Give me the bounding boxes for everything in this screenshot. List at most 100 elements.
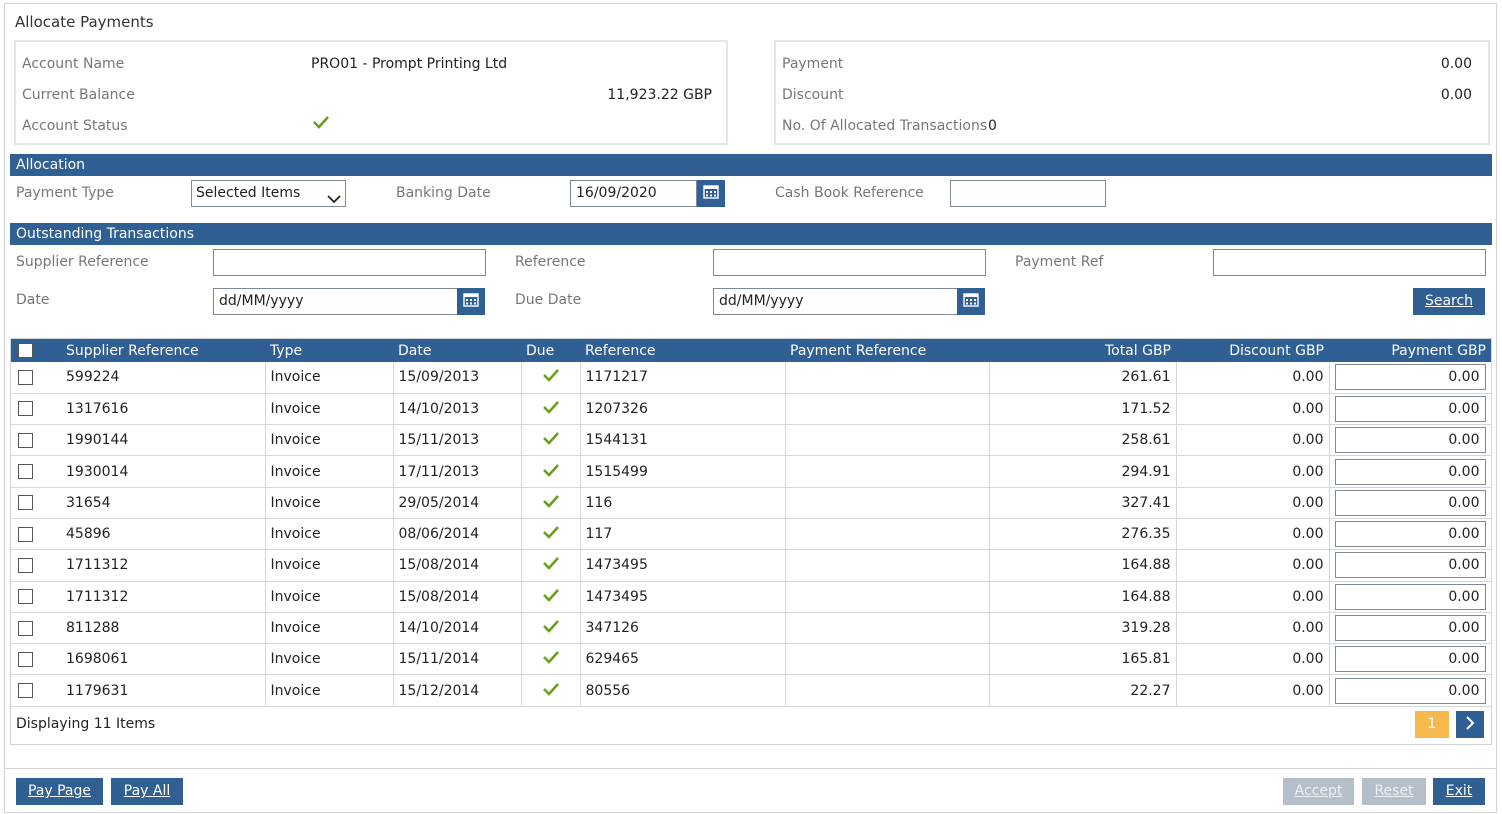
pay-page-button[interactable]: Pay Page xyxy=(16,778,103,805)
supplier-reference-input[interactable] xyxy=(213,249,486,276)
col-discount-gbp[interactable]: Discount GBP xyxy=(1176,339,1329,362)
table-row[interactable]: 1711312 Invoice 15/08/2014 1473495 164.88 0.0… xyxy=(11,581,1492,613)
select-all-checkbox[interactable] xyxy=(18,343,33,358)
col-date[interactable]: Date xyxy=(393,339,521,362)
row-checkbox[interactable] xyxy=(18,526,33,542)
cell-due xyxy=(521,612,581,645)
table-row[interactable]: 45896 Invoice 08/06/2014 117 276.35 0.00 0.00 xyxy=(11,518,1492,551)
reference-label: Reference xyxy=(515,254,586,270)
cell-discount-gbp: 0.00 xyxy=(1176,518,1330,551)
cell-type: Invoice xyxy=(265,393,394,426)
chevron-right-icon xyxy=(1465,715,1475,734)
row-checkbox[interactable] xyxy=(18,401,33,417)
search-button[interactable]: Search xyxy=(1413,288,1485,315)
cell-type: Invoice xyxy=(265,581,394,613)
cell-payment-gbp: 0.00 xyxy=(1329,518,1492,551)
col-total-gbp[interactable]: Total GBP xyxy=(989,339,1176,362)
cell-date: 29/05/2014 xyxy=(393,487,522,519)
col-supplier-reference[interactable]: Supplier Reference xyxy=(61,339,265,362)
col-due[interactable]: Due xyxy=(521,339,580,362)
cell-supplier-reference: 1990144 xyxy=(61,424,266,457)
transactions-grid: Supplier Reference Type Date Due Referen… xyxy=(10,338,1492,745)
payment-gbp-input[interactable]: 0.00 xyxy=(1334,583,1486,610)
payment-gbp-input[interactable]: 0.00 xyxy=(1334,615,1486,642)
cell-payment-reference xyxy=(785,612,990,645)
reference-input[interactable] xyxy=(713,249,986,276)
banking-date-input[interactable]: 16/09/2020 xyxy=(570,180,697,207)
payment-type-value: Selected Items xyxy=(196,185,301,201)
cell-total-gbp: 261.61 xyxy=(989,362,1177,394)
date-calendar-button[interactable] xyxy=(457,288,485,315)
cash-book-reference-input[interactable] xyxy=(950,180,1106,207)
payment-gbp-input[interactable]: 0.00 xyxy=(1334,427,1486,454)
table-row[interactable]: 1930014 Invoice 17/11/2013 1515499 294.91 0.0… xyxy=(11,455,1492,488)
exit-button[interactable]: Exit xyxy=(1433,778,1485,805)
cell-supplier-reference: 1317616 xyxy=(61,393,266,426)
cell-total-gbp: 258.61 xyxy=(989,424,1177,457)
row-checkbox[interactable] xyxy=(18,651,33,667)
payment-gbp-input[interactable]: 0.00 xyxy=(1334,677,1486,704)
pay-all-button[interactable]: Pay All xyxy=(111,778,183,805)
col-reference[interactable]: Reference xyxy=(580,339,785,362)
table-row[interactable]: 811288 Invoice 14/10/2014 347126 319.28 0.00 0… xyxy=(11,612,1492,645)
cell-due xyxy=(521,362,581,394)
col-payment-gbp[interactable]: Payment GBP xyxy=(1329,339,1491,362)
cell-date: 15/09/2013 xyxy=(393,362,522,394)
payment-gbp-input[interactable]: 0.00 xyxy=(1334,646,1486,673)
table-row[interactable]: 1990144 Invoice 15/11/2013 1544131 258.61 0.0… xyxy=(11,424,1492,457)
cell-total-gbp: 164.88 xyxy=(989,581,1177,613)
cell-supplier-reference: 1711312 xyxy=(61,581,266,613)
cell-date: 15/11/2014 xyxy=(393,643,522,676)
payment-gbp-input[interactable]: 0.00 xyxy=(1334,395,1486,422)
cell-payment-gbp: 0.00 xyxy=(1329,674,1492,707)
pager-page-current[interactable]: 1 xyxy=(1415,711,1449,738)
col-type[interactable]: Type xyxy=(265,339,393,362)
table-row[interactable]: 31654 Invoice 29/05/2014 116 327.41 0.00 0.00 xyxy=(11,487,1492,519)
payment-ref-input[interactable] xyxy=(1213,249,1486,276)
row-select-cell xyxy=(11,549,61,582)
payment-gbp-input[interactable]: 0.00 xyxy=(1334,364,1486,391)
row-checkbox[interactable] xyxy=(18,589,33,605)
account-name-label: Account Name xyxy=(22,56,125,72)
row-checkbox[interactable] xyxy=(18,369,33,385)
table-row[interactable]: 599224 Invoice 15/09/2013 1171217 261.61 0.00… xyxy=(11,362,1492,394)
table-row[interactable]: 1698061 Invoice 15/11/2014 629465 165.81 0.00… xyxy=(11,643,1492,676)
payment-gbp-input[interactable]: 0.00 xyxy=(1334,552,1486,579)
table-row[interactable]: 1317616 Invoice 14/10/2013 1207326 171.52 0.0… xyxy=(11,393,1492,426)
reset-button[interactable]: Reset xyxy=(1362,778,1426,805)
row-checkbox[interactable] xyxy=(18,495,33,511)
calendar-icon xyxy=(463,292,479,311)
due-date-calendar-button[interactable] xyxy=(957,288,985,315)
cell-due xyxy=(521,393,581,426)
cell-payment-reference xyxy=(785,674,990,707)
row-checkbox[interactable] xyxy=(18,620,33,636)
payment-gbp-input[interactable]: 0.00 xyxy=(1334,458,1486,485)
check-icon xyxy=(542,369,559,386)
payment-gbp-input[interactable]: 0.00 xyxy=(1334,489,1486,516)
date-input[interactable]: dd/MM/yyyy xyxy=(213,288,458,315)
check-icon xyxy=(542,588,559,606)
row-checkbox[interactable] xyxy=(18,683,33,699)
supplier-reference-label: Supplier Reference xyxy=(16,254,149,270)
payment-gbp-input[interactable]: 0.00 xyxy=(1334,521,1486,548)
table-row[interactable]: 1179631 Invoice 15/12/2014 80556 22.27 0.00 0.… xyxy=(11,674,1492,707)
pager-next-button[interactable] xyxy=(1456,711,1484,738)
row-checkbox[interactable] xyxy=(18,464,33,480)
cell-date: 14/10/2013 xyxy=(393,393,522,426)
cell-payment-reference xyxy=(785,643,990,676)
due-date-input[interactable]: dd/MM/yyyy xyxy=(713,288,958,315)
banking-date-calendar-button[interactable] xyxy=(697,180,725,207)
cell-payment-gbp: 0.00 xyxy=(1329,393,1492,426)
cell-discount-gbp: 0.00 xyxy=(1176,487,1330,519)
discount-value: 0.00 xyxy=(1440,87,1472,103)
table-row[interactable]: 1711312 Invoice 15/08/2014 1473495 164.88 0.0… xyxy=(11,549,1492,582)
row-checkbox[interactable] xyxy=(18,432,33,448)
payment-type-select[interactable]: Selected Items xyxy=(191,180,346,207)
row-checkbox[interactable] xyxy=(18,557,33,573)
accept-button[interactable]: Accept xyxy=(1283,778,1354,805)
col-payment-reference[interactable]: Payment Reference xyxy=(785,339,989,362)
cash-book-reference-label: Cash Book Reference xyxy=(775,185,924,201)
cell-due xyxy=(521,487,581,519)
account-name-value: PRO01 - Prompt Printing Ltd xyxy=(311,56,508,72)
row-select-cell xyxy=(11,424,61,457)
